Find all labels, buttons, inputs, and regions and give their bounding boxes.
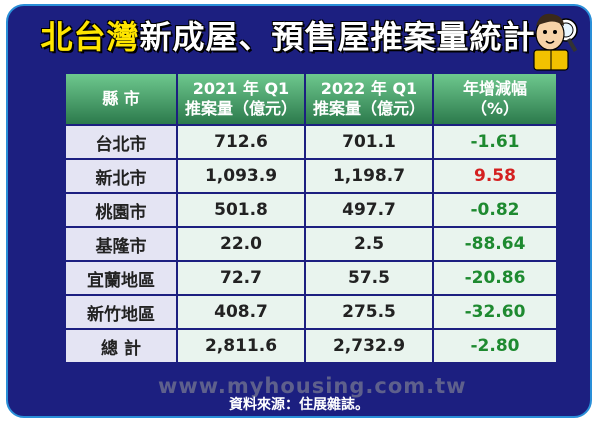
cell-2021: 408.7	[178, 296, 304, 328]
header-county: 縣 市	[66, 74, 176, 124]
infographic-frame: 北台灣新成屋、預售屋推案量統計 縣 市 2021 年 Q1 推案量（億元） 202…	[6, 4, 592, 418]
header-change-line1: 年增減幅	[462, 79, 527, 98]
table-row: 桃園市 501.8 497.7 -0.82	[66, 194, 556, 226]
cell-change: 9.58	[434, 160, 556, 192]
table-row: 新竹地區 408.7 275.5 -32.60	[66, 296, 556, 328]
table-total-row: 總 計 2,811.6 2,732.9 -2.80	[66, 330, 556, 362]
cell-2021: 2,811.6	[178, 330, 304, 362]
cell-county: 總 計	[66, 330, 176, 362]
cell-2021: 712.6	[178, 126, 304, 158]
cell-2021: 22.0	[178, 228, 304, 260]
table-row: 台北市 712.6 701.1 -1.61	[66, 126, 556, 158]
cell-2022: 701.1	[306, 126, 432, 158]
cell-2022: 275.5	[306, 296, 432, 328]
mascot-reading-icon	[533, 13, 578, 71]
header-change: 年增減幅 （%）	[434, 74, 556, 124]
cell-2022: 57.5	[306, 262, 432, 294]
header-2022-line1: 2022 年 Q1	[320, 79, 418, 98]
cell-county: 台北市	[66, 126, 176, 158]
header-2022-line2: 推案量（億元）	[312, 99, 425, 118]
header-change-line2: （%）	[470, 99, 520, 118]
cell-2021: 72.7	[178, 262, 304, 294]
title-rest: 新成屋、預售屋推案量統計	[139, 18, 536, 56]
source-note: 資料來源：住展雜誌。	[229, 397, 369, 413]
watermark: www.myhousing.com.tw	[158, 374, 467, 398]
header-2021-line2: 推案量（億元）	[184, 99, 297, 118]
cell-change: -88.64	[434, 228, 556, 260]
cell-2021: 1,093.9	[178, 160, 304, 192]
cell-2022: 1,198.7	[306, 160, 432, 192]
cell-county: 新北市	[66, 160, 176, 192]
cell-2021: 501.8	[178, 194, 304, 226]
cell-change: -0.82	[434, 194, 556, 226]
cell-county: 新竹地區	[66, 296, 176, 328]
cell-change: -20.86	[434, 262, 556, 294]
data-table: 縣 市 2021 年 Q1 推案量（億元） 2022 年 Q1 推案量（億元） 年增…	[64, 72, 558, 364]
table-header-row: 縣 市 2021 年 Q1 推案量（億元） 2022 年 Q1 推案量（億元） 年增…	[66, 74, 556, 124]
cell-2022: 2.5	[306, 228, 432, 260]
header-county-label: 縣 市	[102, 89, 140, 108]
cell-2022: 497.7	[306, 194, 432, 226]
cell-change: -1.61	[434, 126, 556, 158]
page-title: 北台灣新成屋、預售屋推案量統計	[8, 12, 568, 58]
table-row: 基隆市 22.0 2.5 -88.64	[66, 228, 556, 260]
cell-county: 基隆市	[66, 228, 176, 260]
cell-change: -32.60	[434, 296, 556, 328]
cell-change: -2.80	[434, 330, 556, 362]
cell-2022: 2,732.9	[306, 330, 432, 362]
title-highlight: 北台灣	[40, 18, 140, 56]
table-row: 新北市 1,093.9 1,198.7 9.58	[66, 160, 556, 192]
header-2021-line1: 2021 年 Q1	[192, 79, 290, 98]
header-2021: 2021 年 Q1 推案量（億元）	[178, 74, 304, 124]
cell-county: 桃園市	[66, 194, 176, 226]
table-row: 宜蘭地區 72.7 57.5 -20.86	[66, 262, 556, 294]
header-2022: 2022 年 Q1 推案量（億元）	[306, 74, 432, 124]
cell-county: 宜蘭地區	[66, 262, 176, 294]
